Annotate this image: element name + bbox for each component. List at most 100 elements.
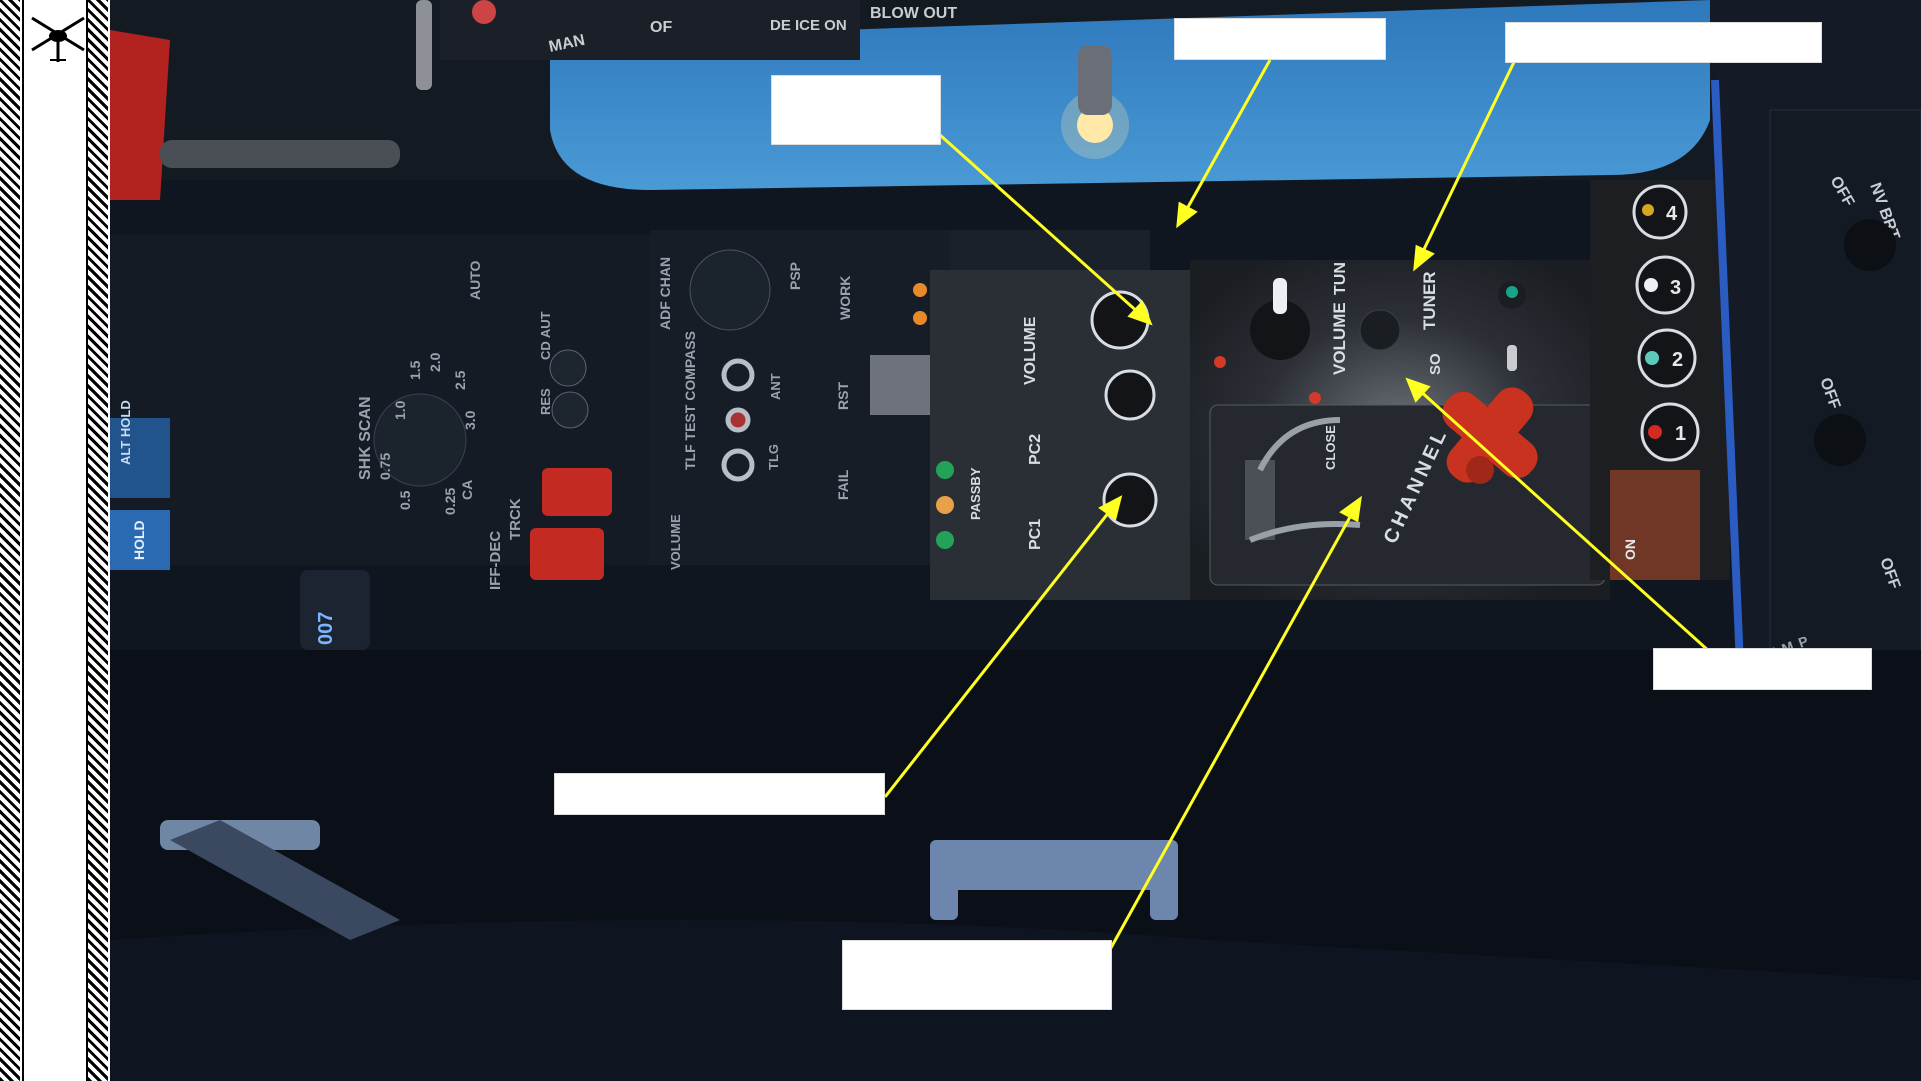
callout-box-6 <box>842 940 1112 1010</box>
channel-button-2[interactable] <box>1637 328 1697 388</box>
channel-buttons: 4 3 2 1 <box>1632 184 1700 462</box>
label-tun: TUN <box>1332 262 1349 295</box>
overhead-toggle[interactable] <box>416 0 432 90</box>
utility-light <box>1077 107 1113 143</box>
callout-box-4 <box>1653 648 1872 690</box>
so-toggle-switch[interactable] <box>1507 345 1517 371</box>
compass-test-button[interactable] <box>725 407 751 433</box>
overhead-red-knob[interactable] <box>472 0 496 24</box>
svg-text:0.5: 0.5 <box>397 490 413 510</box>
hatch-border-left <box>0 0 20 1081</box>
leader-line-1 <box>938 133 1152 325</box>
svg-text:1: 1 <box>1675 423 1686 445</box>
label-ca: CA <box>459 480 475 500</box>
pc2-knob[interactable] <box>1104 369 1156 421</box>
compass-ant-switch[interactable] <box>721 358 755 392</box>
label-volume: VOLUME <box>1330 302 1349 375</box>
channel-cover-handle[interactable] <box>1245 460 1275 540</box>
leader-line-3 <box>1413 59 1517 269</box>
label-ant: ANT <box>768 373 783 400</box>
adf-channel-knob[interactable] <box>689 249 771 331</box>
label-passby: PASSBY <box>968 467 983 520</box>
leader-line-5 <box>883 497 1122 798</box>
iff-res-knob[interactable] <box>551 391 589 429</box>
svg-text:0.25: 0.25 <box>442 488 458 515</box>
label-volume-pc: VOLUME <box>1022 316 1039 385</box>
svg-text:2: 2 <box>1672 349 1683 371</box>
label-shk-scan: SHK SCAN <box>357 396 374 480</box>
label-tlf-test-compass: TLF TEST COMPASS <box>682 331 698 470</box>
callout-lines <box>883 59 1712 956</box>
tuner-knob[interactable] <box>1359 309 1401 351</box>
svg-text:4: 4 <box>1666 203 1678 225</box>
label-psp: PSP <box>787 262 803 290</box>
sidebar-divider <box>22 0 24 1081</box>
label-pc1: PC1 <box>1027 519 1044 550</box>
reset-button[interactable] <box>870 355 940 415</box>
iff-knob[interactable] <box>549 349 587 387</box>
red-indicator-2 <box>1309 392 1321 404</box>
svg-text:1.5: 1.5 <box>407 360 423 380</box>
svg-text:2.0: 2.0 <box>427 352 443 372</box>
hatch-border-right <box>88 0 108 1081</box>
label-deice: DE ICE ON <box>770 17 847 34</box>
leader-line-4 <box>1406 378 1712 654</box>
label-rst: RST <box>835 382 851 410</box>
label-trck: TRCK <box>507 498 524 540</box>
lighting-knob-1[interactable] <box>1844 219 1896 271</box>
alt-hold-button[interactable] <box>110 418 170 498</box>
svg-text:3.0: 3.0 <box>462 410 478 430</box>
label-pc2: PC2 <box>1027 434 1044 465</box>
compass-tlg-switch[interactable] <box>721 448 755 482</box>
label-of: OF <box>650 19 672 36</box>
label-alt-hold: ALT HOLD <box>118 400 133 465</box>
counter-readout: 007 <box>315 612 337 645</box>
passby-light-amber <box>936 496 954 514</box>
scan-scale: 0.75 1.0 1.5 2.0 2.5 3.0 0.5 0.25 <box>377 352 478 515</box>
volume-knob[interactable] <box>1250 300 1310 360</box>
hold-button[interactable] <box>110 510 170 570</box>
red-indicator-1 <box>1214 356 1226 368</box>
label-so: SO <box>1427 353 1444 375</box>
helicopter-icon <box>31 16 85 62</box>
callout-box-1 <box>771 75 941 145</box>
seat-latch[interactable] <box>930 840 1178 920</box>
label-tlg: TLG <box>766 444 781 470</box>
passby-light-green-2 <box>936 531 954 549</box>
label-fail: FAIL <box>835 469 851 500</box>
iff-red-cover-1[interactable] <box>542 468 612 516</box>
channel-cross-selector[interactable] <box>1435 380 1545 490</box>
label-cd-aut: CD AUT <box>538 311 553 360</box>
channel-button-4[interactable] <box>1632 184 1688 240</box>
label-hold: HOLD <box>131 520 147 560</box>
svg-text:0.75: 0.75 <box>377 453 393 480</box>
red-lever[interactable] <box>110 30 170 200</box>
status-light-amber-2 <box>913 311 927 325</box>
scan-dial[interactable] <box>373 393 467 487</box>
label-iff-dec: IFF-DEC <box>487 531 504 590</box>
passby-light-green-1 <box>936 461 954 479</box>
label-on: ON <box>1622 539 1638 560</box>
label-work: WORK <box>837 276 853 320</box>
label-close: CLOSE <box>1323 425 1338 470</box>
lighting-knob-2[interactable] <box>1814 414 1866 466</box>
sidebar-divider-right <box>86 0 88 1081</box>
label-tuner: TUNER <box>1420 271 1439 330</box>
channel-button-1[interactable] <box>1640 402 1700 462</box>
channel-button-3[interactable] <box>1635 255 1695 315</box>
leader-line-6 <box>1105 498 1362 956</box>
cockpit-scene: MAN OF DE ICE ON BLOW OUT SHK SCAN AUTO … <box>110 0 1921 1081</box>
callout-box-5 <box>554 773 885 815</box>
callout-box-2 <box>1174 18 1386 60</box>
status-light-amber-1 <box>913 283 927 297</box>
svg-text:1.0: 1.0 <box>392 400 408 420</box>
label-auto: AUTO <box>467 260 483 300</box>
iff-red-cover-2[interactable] <box>530 528 604 580</box>
label-adf-chan: ADF CHAN <box>657 257 673 330</box>
svg-text:2.5: 2.5 <box>452 370 468 390</box>
label-res: RES <box>538 388 553 415</box>
leader-line-2 <box>1176 59 1272 226</box>
sidebar-strip <box>0 0 110 1081</box>
label-volume-left: VOLUME <box>668 514 683 570</box>
callout-box-3 <box>1505 22 1822 63</box>
